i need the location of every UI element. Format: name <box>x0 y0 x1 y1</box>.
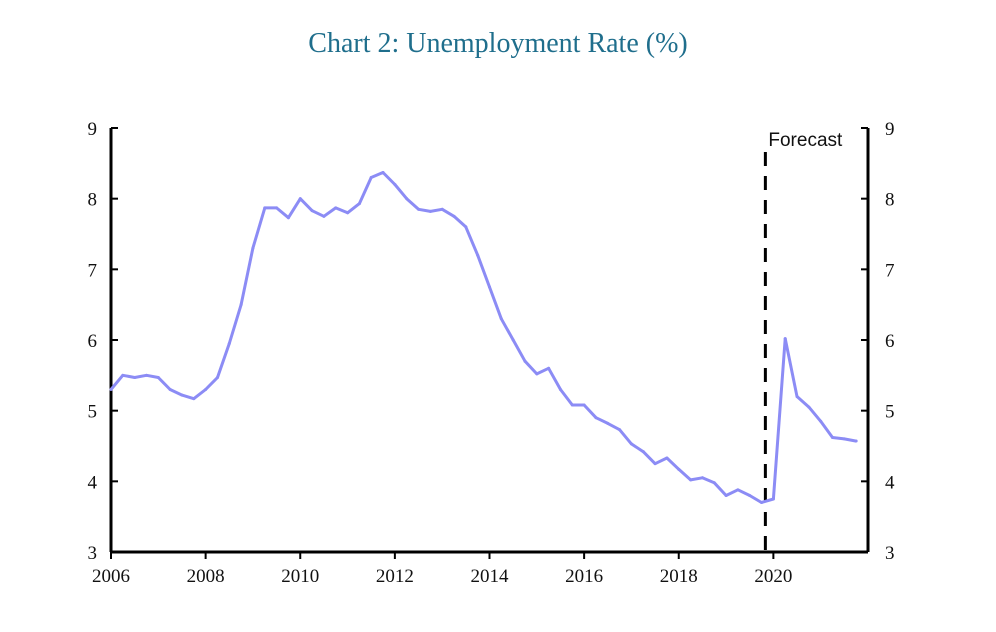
data-point <box>795 395 799 399</box>
data-point <box>511 338 515 342</box>
data-point <box>251 246 255 250</box>
data-point <box>215 375 219 379</box>
data-point <box>476 253 480 257</box>
chart-title: Chart 2: Unemployment Rate (%) <box>308 28 688 59</box>
data-point <box>807 405 811 409</box>
right-y-tick-label: 9 <box>885 119 895 140</box>
data-point <box>192 397 196 401</box>
right-y-tick-label: 6 <box>885 331 895 352</box>
data-point <box>417 207 421 211</box>
data-point <box>736 488 740 492</box>
x-tick-label: 2008 <box>187 566 225 587</box>
data-point <box>464 225 468 229</box>
x-tick-label: 2016 <box>565 566 603 587</box>
left-y-tick-label: 7 <box>88 260 98 281</box>
x-tick-label: 2010 <box>281 566 319 587</box>
data-point <box>239 303 243 307</box>
right-y-tick-label: 5 <box>885 402 895 423</box>
data-point <box>322 214 326 218</box>
right-y-tick-label: 3 <box>885 543 895 564</box>
data-point <box>263 206 267 210</box>
data-point <box>393 183 397 187</box>
data-point <box>405 197 409 201</box>
data-point <box>724 493 728 497</box>
data-point <box>109 387 113 391</box>
data-point <box>582 403 586 407</box>
data-point <box>547 366 551 370</box>
left-y-tick-label: 4 <box>88 472 98 493</box>
data-point <box>227 342 231 346</box>
left-y-tick-label: 5 <box>88 402 98 423</box>
data-point <box>771 497 775 501</box>
x-tick-label: 2014 <box>471 566 510 587</box>
left-y-tick-label: 9 <box>88 119 98 140</box>
forecast-annotation: Forecast <box>768 130 843 151</box>
data-point <box>854 439 858 443</box>
data-point <box>594 416 598 420</box>
data-point <box>677 467 681 471</box>
left-y-tick-label: 8 <box>88 190 98 211</box>
right-y-tick-label: 7 <box>885 260 895 281</box>
data-point <box>783 337 787 341</box>
data-point <box>842 437 846 441</box>
data-point <box>452 214 456 218</box>
data-point <box>523 359 527 363</box>
data-point <box>558 387 562 391</box>
data-point <box>618 428 622 432</box>
data-point <box>204 387 208 391</box>
data-point <box>712 481 716 485</box>
data-point <box>381 171 385 175</box>
left-y-tick-label: 3 <box>88 543 98 564</box>
data-point <box>286 216 290 220</box>
x-tick-label: 2006 <box>92 566 130 587</box>
data-point <box>748 493 752 497</box>
data-point <box>369 175 373 179</box>
data-point <box>168 387 172 391</box>
data-point <box>298 197 302 201</box>
data-point <box>535 372 539 376</box>
data-point <box>665 456 669 460</box>
data-point <box>629 442 633 446</box>
data-point <box>831 436 835 440</box>
data-point <box>641 450 645 454</box>
series-line <box>109 171 857 504</box>
data-point <box>144 373 148 377</box>
data-point <box>689 478 693 482</box>
data-point <box>121 373 125 377</box>
data-point <box>133 375 137 379</box>
data-point <box>346 211 350 215</box>
data-point <box>700 476 704 480</box>
data-point <box>440 207 444 211</box>
x-tick-label: 2012 <box>376 566 414 587</box>
data-point <box>275 206 279 210</box>
left-y-tick-label: 6 <box>88 331 98 352</box>
x-tick-label: 2020 <box>754 566 792 587</box>
data-point <box>156 375 160 379</box>
data-point <box>310 209 314 213</box>
data-point <box>499 317 503 321</box>
right-y-tick-label: 4 <box>885 472 895 493</box>
data-point <box>334 206 338 210</box>
data-point <box>653 462 657 466</box>
data-point <box>606 421 610 425</box>
x-tick-label: 2018 <box>660 566 698 587</box>
right-y-tick-label: 8 <box>885 190 895 211</box>
data-point <box>760 501 764 505</box>
data-point <box>488 285 491 289</box>
data-point <box>357 202 361 206</box>
data-point <box>570 403 574 407</box>
data-point <box>819 419 823 423</box>
data-point <box>428 209 432 213</box>
data-point <box>180 393 184 397</box>
